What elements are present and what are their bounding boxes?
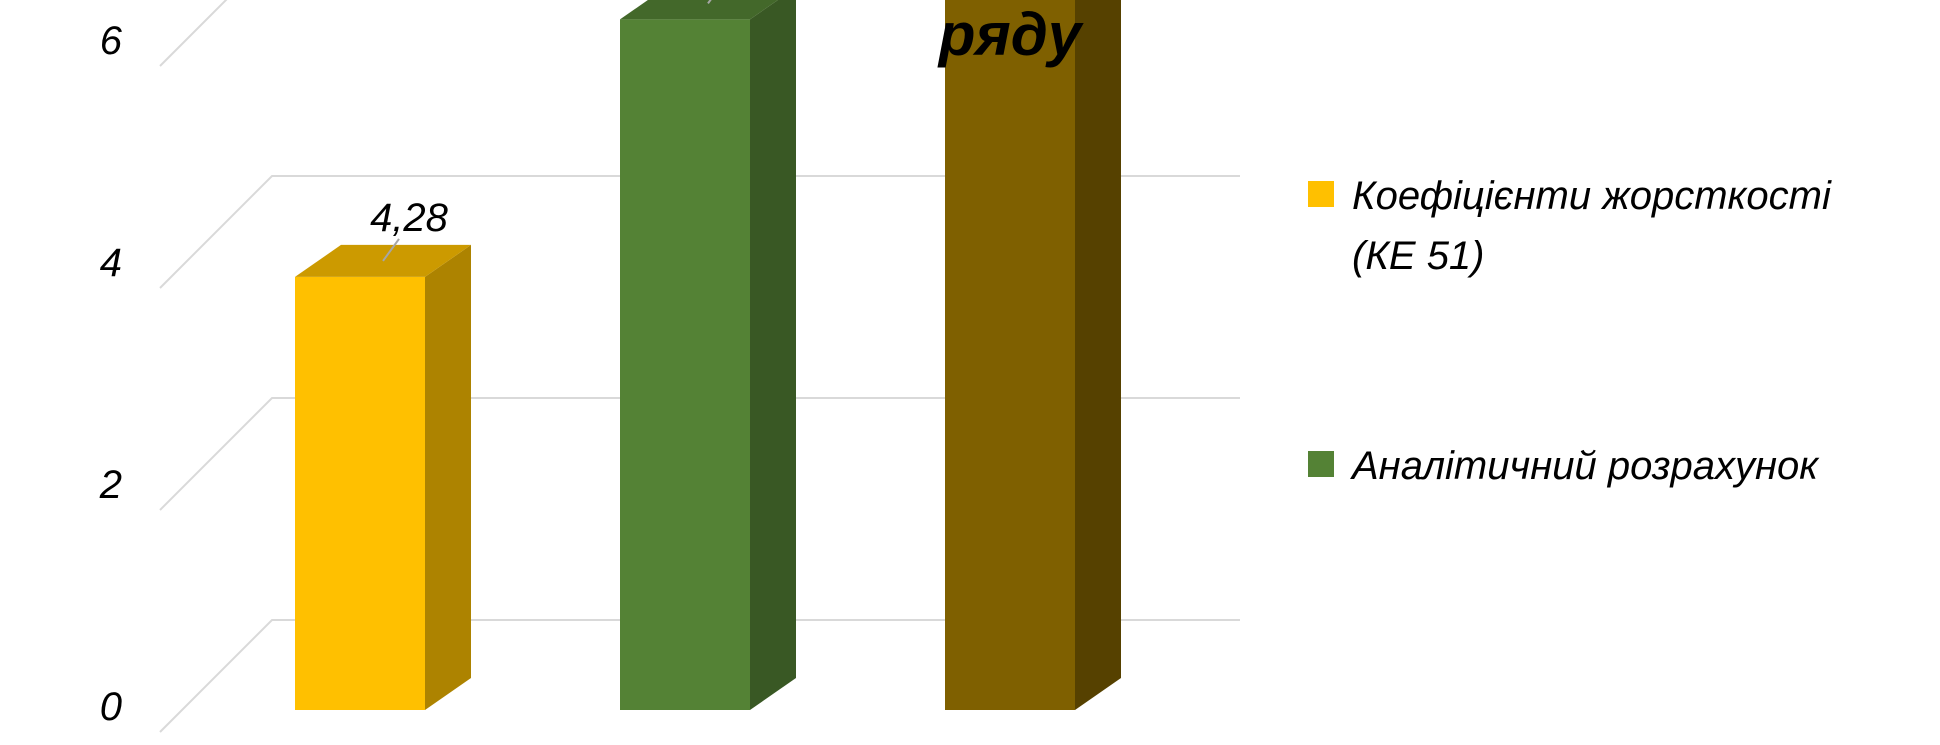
bar-front: [295, 276, 425, 710]
bar-top: [620, 0, 778, 20]
gridline: [159, 0, 228, 67]
gridlines: [159, 0, 1240, 733]
legend-item: Аналітичний розрахунок: [1308, 444, 1820, 488]
data-label-leader: [382, 238, 400, 262]
bar: [945, 0, 1121, 710]
y-tick-label: 0: [100, 685, 122, 729]
bars: [295, 0, 1121, 711]
chart-title: ряду: [937, 1, 1084, 68]
bar-front: [945, 0, 1075, 710]
legend-label: Коефіцієнти жорсткості: [1352, 174, 1832, 218]
y-tick-label: 2: [99, 463, 122, 507]
bar-side: [750, 0, 796, 710]
legend-item: Коефіцієнти жорсткості (КЕ 51): [1308, 174, 1832, 278]
bar: [620, 0, 796, 710]
gridline: [159, 175, 1240, 289]
bar-side: [1075, 0, 1121, 710]
data-label: 4,28: [370, 196, 449, 240]
legend-label: Аналітичний розрахунок: [1350, 444, 1820, 488]
bar-front: [620, 19, 750, 710]
gridline: [159, 619, 1240, 733]
legend-label: (КЕ 51): [1352, 234, 1485, 278]
data-labels: 4,286,610,78: [370, 196, 449, 240]
legend: Коефіцієнти жорсткості (КЕ 51) Аналітичний…: [1308, 174, 1832, 488]
y-axis-ticks: 024681012: [99, 19, 123, 729]
bar-side: [425, 244, 471, 711]
y-tick-label: 6: [100, 19, 123, 63]
legend-swatch: [1308, 451, 1334, 477]
legend-swatch: [1308, 181, 1334, 207]
y-tick-label: 4: [100, 241, 122, 285]
gridline: [159, 397, 1240, 511]
bar: [295, 238, 471, 711]
